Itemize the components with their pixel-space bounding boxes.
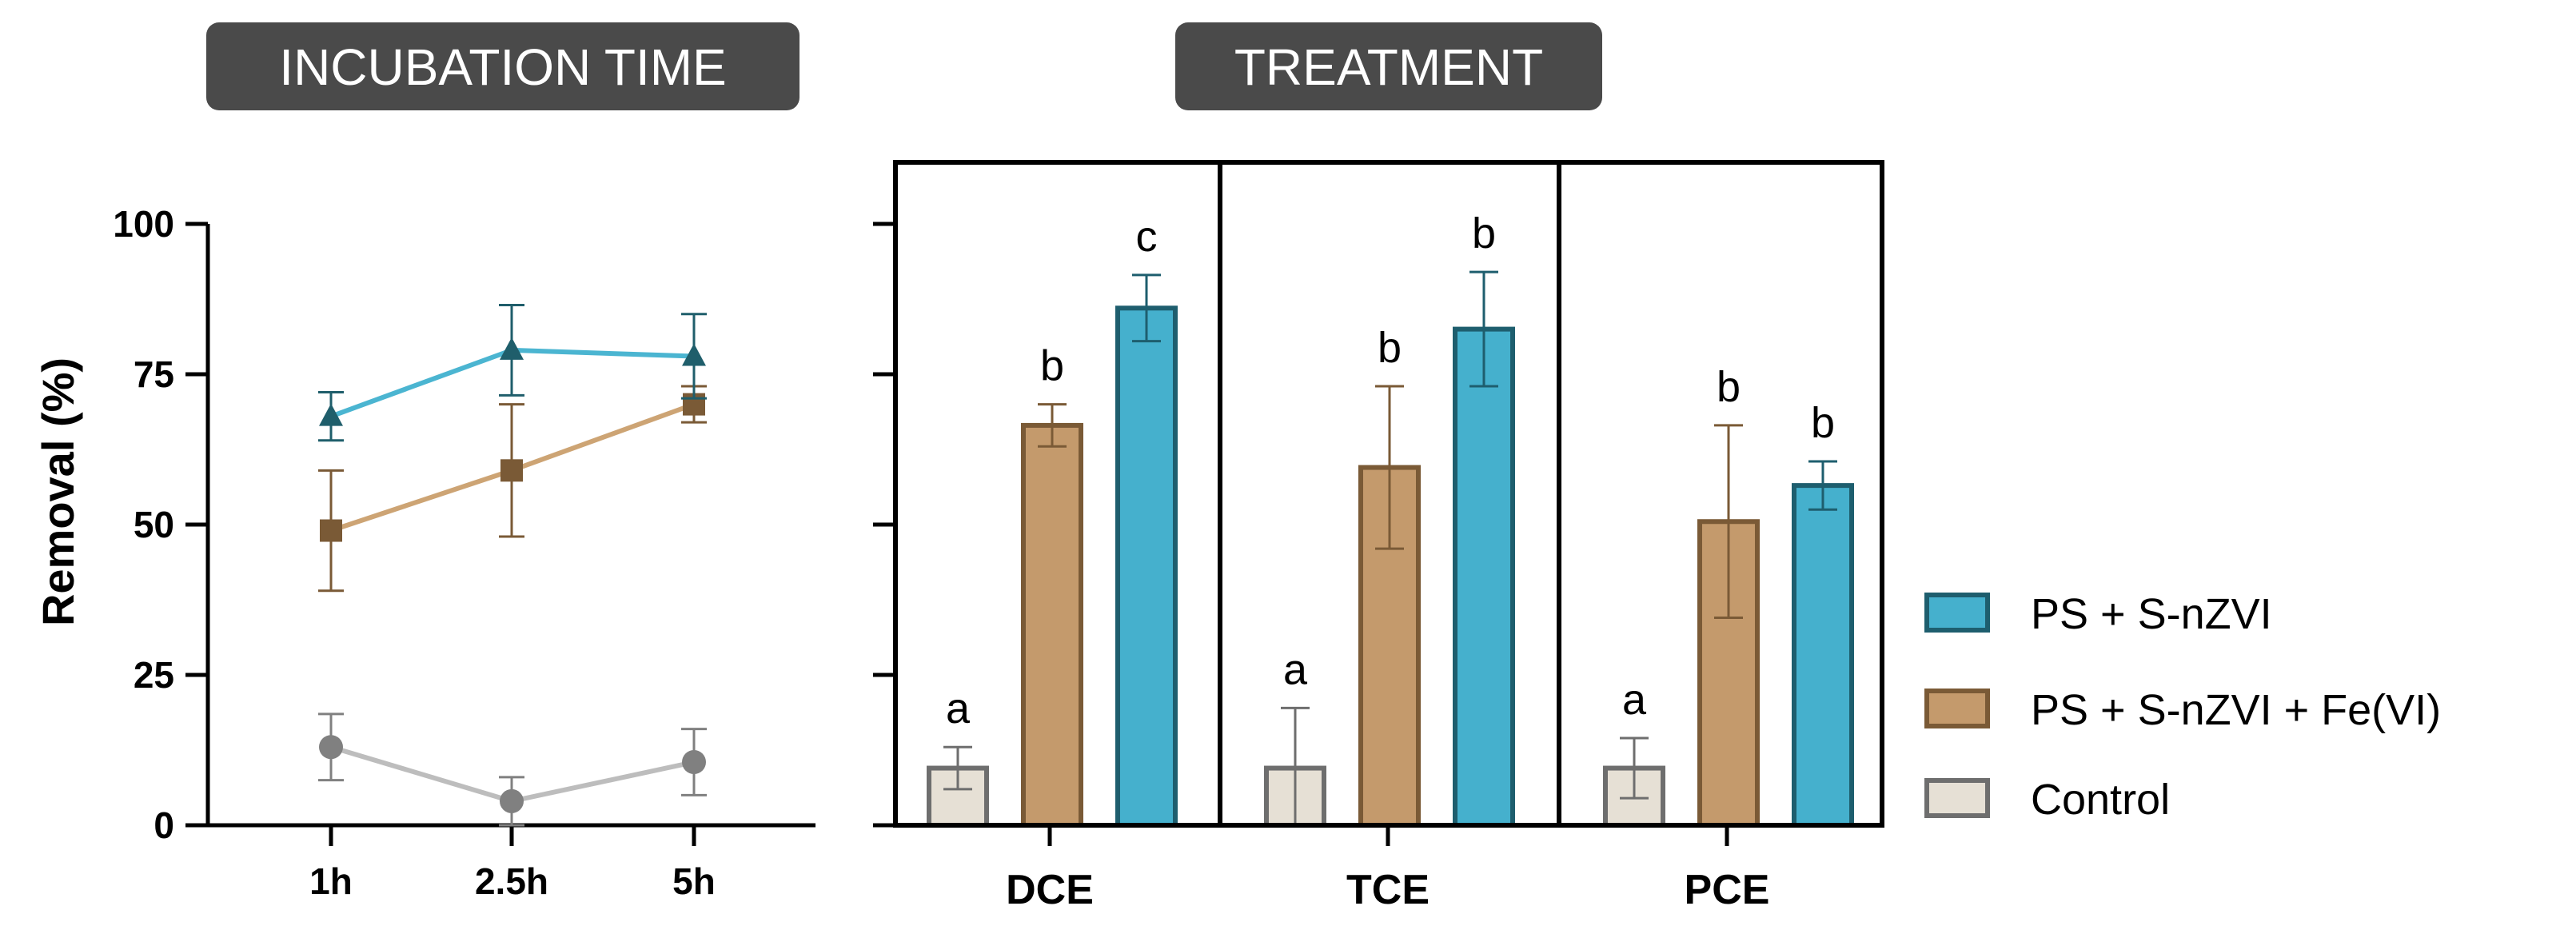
- right-x-tick-labels: DCE TCE PCE: [1006, 867, 1769, 913]
- line-plot-area: [318, 304, 707, 827]
- marker-control: [682, 750, 706, 775]
- header-right-label: TREATMENT: [1234, 38, 1543, 96]
- right-y-ticks: [873, 222, 895, 828]
- y-axis-title: Removal (%): [33, 357, 83, 626]
- right-x-ticks: [1047, 825, 1729, 846]
- bar-dce-ps-s-nzvi-fe-vi: [1021, 422, 1083, 828]
- y-tick-label-75: 75: [134, 353, 174, 395]
- category-label-tce: TCE: [1346, 867, 1430, 913]
- y-tick-label-50: 50: [134, 504, 174, 545]
- legend-entry-ps-snzvi: PS + S-nZVI: [1924, 590, 2272, 638]
- significance-letter-dce-ps-s-nzvi-fe-vi: b: [1040, 342, 1064, 390]
- bar-tce-ps-s-nzvi: [1453, 326, 1515, 828]
- legend-label-ps-snzvi: PS + S-nZVI: [2031, 590, 2272, 638]
- legend-swatch-ps-snzvi: [1924, 593, 1990, 633]
- marker-ps-s-nzvi: [319, 403, 343, 426]
- marker-control: [319, 735, 343, 760]
- legend-entry-ps-snzvi-fevi: PS + S-nZVI + Fe(VI): [1924, 686, 2441, 734]
- category-label-pce: PCE: [1685, 867, 1770, 913]
- left-y-tick-labels: 0 25 50 75 100: [113, 203, 174, 846]
- significance-letter-tce-ps-s-nzvi-fe-vi: b: [1378, 324, 1402, 372]
- significance-letter-pce-ps-s-nzvi-fe-vi: b: [1717, 363, 1741, 411]
- x-tick-label-2-5h: 2.5h: [475, 860, 548, 902]
- header-right-box: [1175, 22, 1602, 110]
- bar-dce-ps-s-nzvi: [1115, 305, 1178, 828]
- significance-letter-pce-control: a: [1622, 676, 1647, 724]
- legend-label-control: Control: [2031, 776, 2170, 824]
- legend-swatch-control: [1924, 778, 1990, 818]
- legend: PS + S-nZVI PS + S-nZVI + Fe(VI) Control: [1924, 590, 2441, 824]
- bar-pce-ps-s-nzvi: [1792, 483, 1854, 828]
- marker-ps-s-nzvi: [500, 337, 524, 360]
- x-tick-label-1h: 1h: [309, 860, 353, 902]
- legend-label-ps-snzvi-fevi: PS + S-nZVI + Fe(VI): [2031, 686, 2441, 734]
- header-left-label: INCUBATION TIME: [279, 38, 726, 96]
- marker-ps-s-nzvi-fe-vi: [500, 459, 523, 482]
- marker-control: [500, 788, 524, 813]
- legend-entry-control: Control: [1924, 776, 2170, 824]
- significance-letter-dce-ps-s-nzvi: c: [1136, 213, 1158, 261]
- header-left-box: [206, 22, 800, 110]
- category-label-dce: DCE: [1006, 867, 1094, 913]
- x-tick-label-5h: 5h: [672, 860, 716, 902]
- y-tick-label-0: 0: [154, 804, 174, 846]
- significance-letter-dce-control: a: [946, 685, 971, 732]
- left-x-ticks: [329, 825, 696, 846]
- significance-letter-pce-ps-s-nzvi: b: [1811, 399, 1835, 447]
- significance-letter-tce-control: a: [1283, 645, 1308, 693]
- legend-swatch-ps-snzvi-fevi: [1924, 689, 1990, 728]
- bar-plot-area: a b c a b b a b b: [927, 210, 1854, 828]
- y-tick-label-25: 25: [134, 654, 174, 696]
- y-tick-label-100: 100: [113, 203, 174, 245]
- significance-letter-tce-ps-s-nzvi: b: [1472, 210, 1496, 257]
- marker-ps-s-nzvi: [682, 343, 706, 366]
- left-y-ticks: [185, 222, 208, 828]
- left-x-tick-labels: 1h 2.5h 5h: [309, 860, 716, 902]
- marker-ps-s-nzvi-fe-vi: [320, 519, 342, 542]
